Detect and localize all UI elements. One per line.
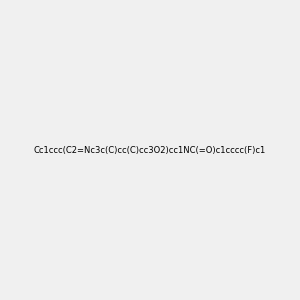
Text: Cc1ccc(C2=Nc3c(C)cc(C)cc3O2)cc1NC(=O)c1cccc(F)c1: Cc1ccc(C2=Nc3c(C)cc(C)cc3O2)cc1NC(=O)c1c…	[34, 146, 266, 154]
